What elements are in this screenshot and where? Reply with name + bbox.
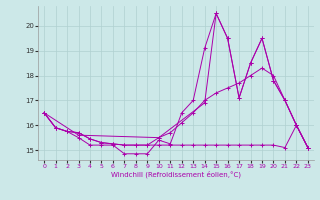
X-axis label: Windchill (Refroidissement éolien,°C): Windchill (Refroidissement éolien,°C) (111, 171, 241, 178)
